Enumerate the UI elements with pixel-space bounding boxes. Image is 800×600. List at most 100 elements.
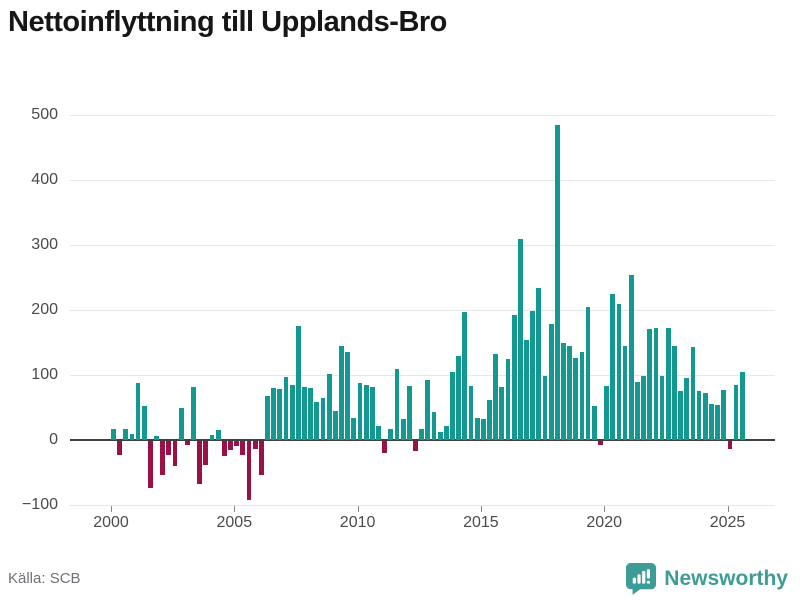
bar [339, 345, 344, 440]
x-axis-tick-label: 2015 [463, 514, 499, 531]
y-axis-tick-label: 200 [31, 301, 58, 318]
bar [702, 392, 708, 440]
bar [690, 347, 696, 440]
bar [635, 381, 640, 440]
bar [530, 311, 536, 440]
bar [289, 385, 295, 440]
bar [487, 400, 492, 440]
x-axis-tick-label: 2000 [93, 514, 129, 531]
x-tick [604, 506, 606, 512]
bar [678, 390, 683, 440]
bar [154, 436, 159, 440]
bar [739, 371, 745, 440]
gridline [70, 180, 775, 181]
bar [709, 404, 714, 440]
bar [166, 441, 172, 456]
newsworthy-logo[interactable]: Newsworthy [626, 562, 788, 595]
bar [252, 441, 258, 450]
bar [505, 358, 511, 440]
x-tick [357, 506, 359, 512]
bar [283, 376, 289, 440]
bar [727, 441, 733, 450]
bar [184, 441, 190, 445]
bar [672, 346, 677, 440]
bar [462, 311, 468, 440]
x-tick [727, 506, 729, 512]
bar [203, 441, 209, 466]
bar [345, 352, 351, 440]
newsworthy-badge-icon [626, 562, 657, 595]
bar [357, 382, 363, 440]
bar [265, 396, 270, 440]
bar [554, 125, 560, 440]
bar [696, 391, 702, 440]
bar [172, 441, 178, 466]
bar [684, 377, 690, 440]
bar [147, 441, 153, 488]
bar [598, 441, 603, 445]
bar [456, 355, 462, 440]
bar [197, 441, 203, 484]
bar [388, 428, 394, 440]
bar [111, 428, 116, 440]
bar [511, 314, 517, 440]
bar [413, 441, 418, 452]
y-axis-tick-label: 100 [31, 366, 58, 383]
bar [382, 441, 388, 453]
bar [246, 441, 252, 500]
bar [480, 418, 486, 440]
bar [141, 405, 147, 440]
bar [443, 426, 449, 440]
bar [351, 417, 357, 440]
bar [332, 410, 338, 440]
bar [277, 388, 283, 440]
bar [715, 404, 720, 440]
bar [493, 354, 499, 440]
gridline [70, 245, 775, 246]
bar [573, 358, 579, 440]
zero-axis-line [70, 439, 775, 441]
bar [234, 441, 240, 447]
bar [178, 408, 184, 440]
bar [647, 328, 653, 440]
bar [628, 274, 634, 440]
bar [314, 402, 320, 440]
x-axis-tick-label: 2005 [216, 514, 253, 531]
x-tick [480, 506, 482, 512]
bar [622, 346, 628, 440]
bar [542, 376, 548, 440]
bar [228, 441, 233, 451]
gridline [70, 115, 775, 116]
bar [406, 386, 412, 440]
bar [591, 406, 597, 440]
bar [129, 433, 135, 440]
y-axis-tick-label: 300 [31, 236, 58, 253]
bar [117, 441, 122, 455]
bar [363, 384, 369, 440]
bar [425, 380, 431, 440]
bar [240, 441, 246, 456]
y-axis-tick-label: 500 [31, 106, 58, 123]
gridline [70, 310, 775, 311]
bar [215, 430, 221, 440]
bar [302, 386, 307, 440]
bar [400, 419, 406, 440]
bar [721, 389, 727, 440]
bar [610, 293, 616, 440]
bar [468, 386, 474, 440]
bar [579, 352, 585, 440]
bar [191, 386, 196, 440]
gridline [70, 505, 775, 506]
bar [326, 373, 332, 440]
bar [524, 339, 529, 440]
bar [394, 368, 400, 440]
bar [308, 388, 314, 440]
bar [548, 323, 554, 440]
bar [536, 287, 542, 440]
bar [431, 412, 437, 440]
bar [419, 428, 425, 440]
bar [295, 325, 301, 440]
gridline [70, 375, 775, 376]
bar [585, 307, 591, 440]
